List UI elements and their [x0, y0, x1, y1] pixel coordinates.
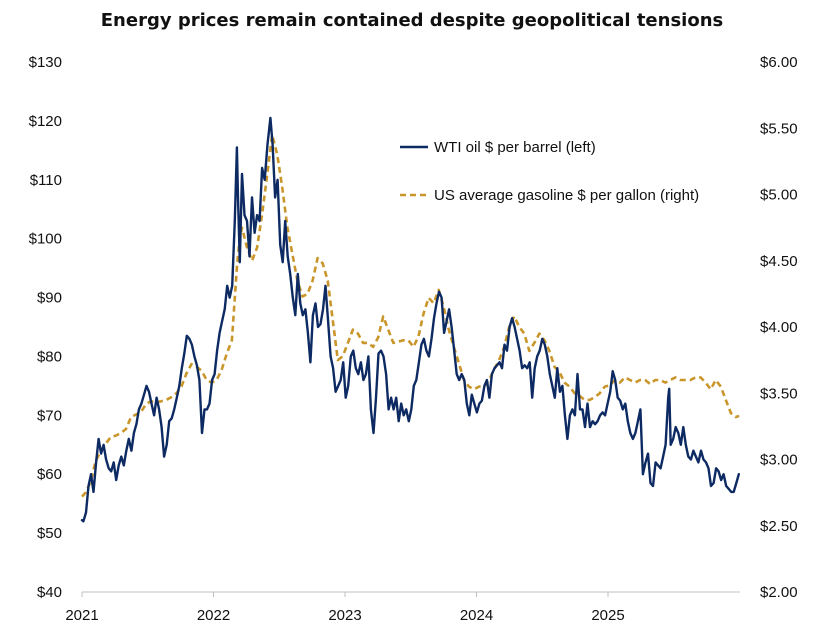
chart-title: Energy prices remain contained despite g…: [101, 10, 723, 31]
x-tick-label: 2023: [328, 607, 361, 624]
left-tick-label: $80: [37, 348, 62, 365]
left-axis: $40 $50 $60 $70 $80 $90 $100 $110 $120 $130: [29, 54, 62, 601]
left-tick-label: $70: [37, 407, 62, 424]
right-tick-label: $2.50: [760, 518, 798, 535]
legend-label: US average gasoline $ per gallon (right): [434, 187, 699, 204]
left-tick-label: $120: [29, 113, 62, 130]
x-tick-label: 2022: [197, 607, 230, 624]
right-tick-label: $2.00: [760, 584, 798, 601]
right-axis: $2.00 $2.50 $3.00 $3.50 $4.00 $4.50 $5.00 $5.50…: [760, 54, 798, 601]
right-tick-label: $4.50: [760, 253, 798, 270]
x-tick-label: 2024: [460, 607, 493, 624]
left-tick-label: $50: [37, 525, 62, 542]
right-tick-label: $3.50: [760, 385, 798, 402]
left-tick-label: $40: [37, 584, 62, 601]
right-tick-label: $6.00: [760, 54, 798, 71]
legend: WTI oil $ per barrel (left) US average ga…: [400, 139, 699, 204]
right-tick-label: $3.00: [760, 452, 798, 469]
right-tick-label: $4.00: [760, 319, 798, 336]
left-tick-label: $100: [29, 231, 62, 248]
legend-label: WTI oil $ per barrel (left): [434, 139, 596, 156]
right-tick-label: $5.00: [760, 187, 798, 204]
x-tick-label: 2025: [591, 607, 624, 624]
left-tick-label: $110: [30, 172, 62, 189]
x-tick-label: 2021: [65, 607, 98, 624]
series-line-wti-oil: [80, 116, 740, 523]
left-tick-label: $130: [29, 54, 62, 71]
series-line-gasoline: [81, 133, 740, 498]
left-tick-label: $60: [37, 466, 62, 483]
right-tick-label: $5.50: [760, 120, 798, 137]
x-axis: 2021 2022 2023 2024 2025: [65, 592, 625, 624]
left-tick-label: $90: [37, 290, 62, 307]
series-layer: [80, 116, 740, 523]
